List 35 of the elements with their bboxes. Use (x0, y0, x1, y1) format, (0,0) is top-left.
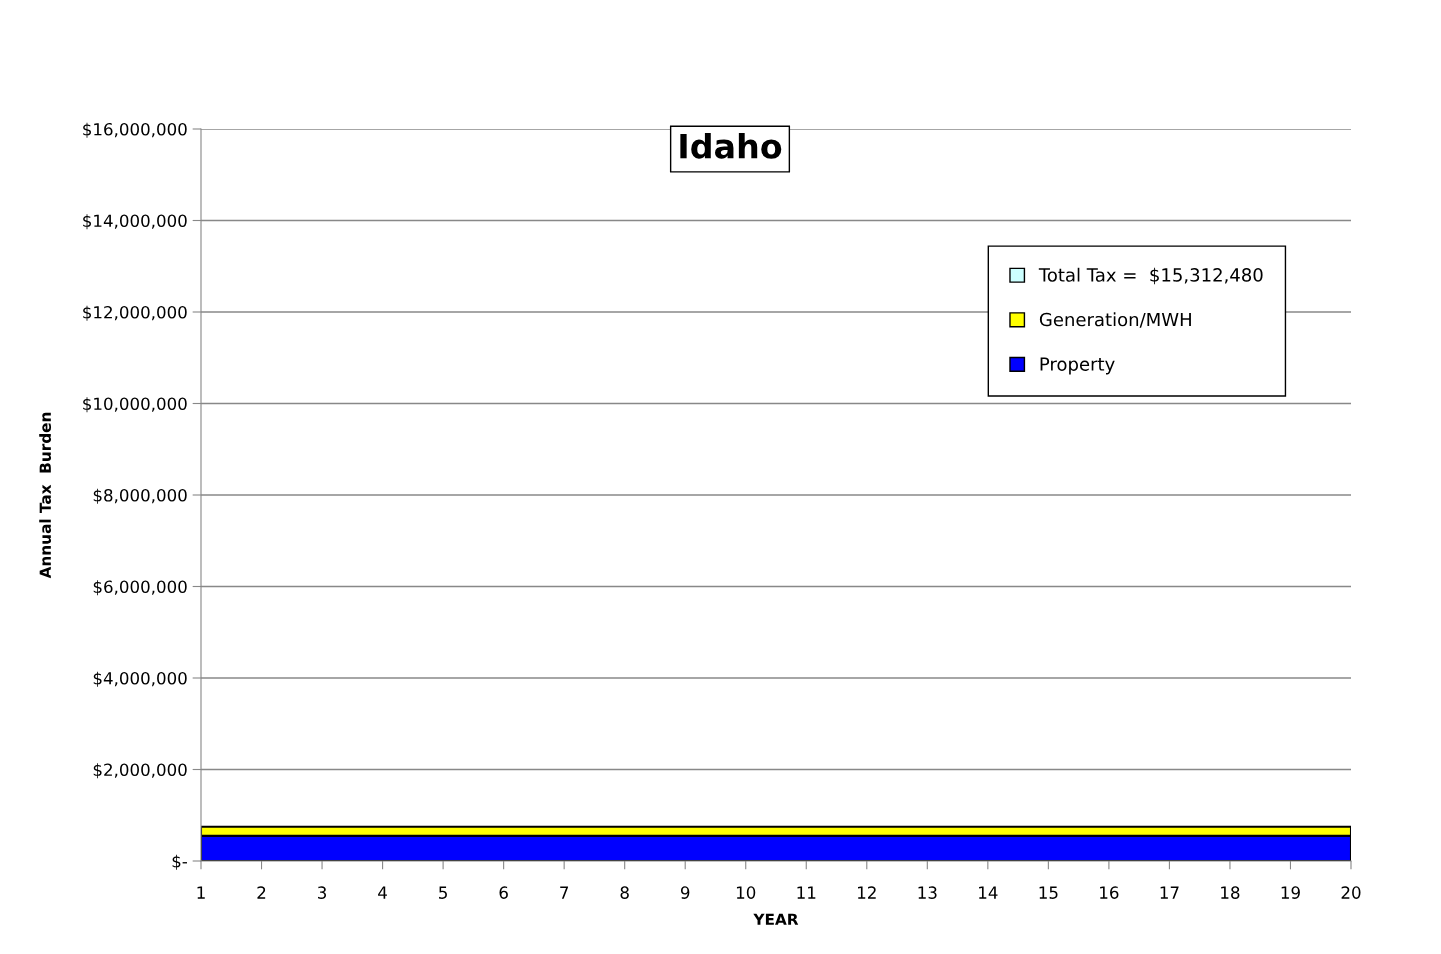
y-tick-label: $4,000,000 (93, 671, 187, 687)
x-tick-label: 3 (318, 886, 327, 899)
y-tick-label: $14,000,000 (83, 214, 187, 230)
y-tick-label: $8,000,000 (93, 488, 187, 504)
x-tick-label: 12 (858, 886, 876, 899)
y-tick-label: $2,000,000 (93, 763, 187, 779)
x-tick-label: 10 (736, 886, 756, 899)
x-tick-label: 14 (979, 886, 998, 899)
x-tick-label: 9 (680, 886, 690, 899)
y-tick-label: $16,000,000 (83, 122, 187, 138)
x-tick-label: 6 (499, 886, 508, 899)
x-tick-label: 13 (918, 886, 937, 899)
y-tick-label: $12,000,000 (83, 305, 187, 321)
legend-label: Total Tax = $15,312,480 (1038, 267, 1263, 285)
x-axis-title: YEAR (753, 913, 799, 925)
x-tick-label: 7 (560, 886, 569, 899)
x-tick-label: 15 (1039, 886, 1058, 899)
x-tick-label: 18 (1221, 886, 1240, 899)
legend-label: Property (1040, 357, 1115, 375)
x-tick-label: 8 (620, 886, 629, 899)
y-tick-label: $10,000,000 (83, 397, 187, 413)
y-tick-label: $6,000,000 (93, 580, 187, 596)
x-tick-label: 5 (439, 886, 447, 899)
x-tick-label: 17 (1160, 886, 1179, 899)
x-tick-label: 19 (1281, 886, 1300, 899)
x-tick-label: 16 (1100, 886, 1119, 899)
x-tick-label: 2 (257, 886, 266, 899)
x-tick-label: 11 (797, 886, 816, 899)
x-tick-label: 4 (378, 886, 387, 899)
chart-title: Idaho (680, 132, 782, 159)
legend-label: Generation/MWH (1039, 312, 1191, 328)
x-tick-label: 20 (1341, 886, 1361, 899)
x-tick-label: 1 (197, 886, 205, 899)
y-axis-title: Annual Tax Burden (39, 412, 52, 579)
y-tick-label: $- (172, 854, 187, 870)
